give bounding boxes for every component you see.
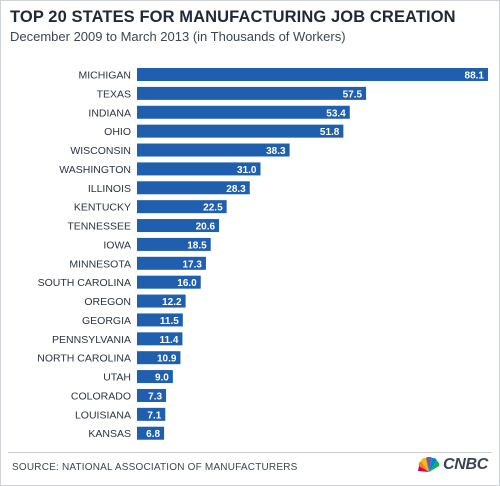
cnbc-logo-text: CNBC — [442, 456, 488, 473]
category-label: MICHIGAN — [79, 70, 132, 82]
category-label: WASHINGTON — [59, 164, 131, 176]
bar — [137, 332, 183, 346]
value-label: 53.4 — [326, 108, 346, 119]
bar — [137, 388, 167, 402]
bar — [137, 370, 173, 384]
category-label: GEORGIA — [82, 315, 131, 327]
chart-subtitle: December 2009 to March 2013 (in Thousand… — [10, 29, 346, 44]
source-note: SOURCE: NATIONAL ASSOCIATION OF MANUFACT… — [12, 462, 298, 473]
category-label: IOWA — [103, 239, 131, 251]
value-label: 31.0 — [237, 165, 257, 176]
category-label: MINNESOTA — [69, 258, 131, 270]
bar — [137, 219, 220, 233]
category-label: KENTUCKY — [74, 202, 131, 214]
bar — [137, 256, 206, 270]
value-label: 22.5 — [203, 203, 223, 214]
category-label: OHIO — [104, 126, 131, 138]
value-label: 11.4 — [159, 335, 178, 346]
category-label: INDIANA — [88, 107, 131, 119]
bar — [137, 124, 344, 138]
bar-chart: MICHIGAN 88.1 TEXAS 57.5 INDIANA 53.4 OHIO 51.8… — [37, 68, 488, 440]
category-label: UTAH — [103, 372, 131, 384]
value-label: 12.2 — [162, 297, 182, 308]
value-label: 38.3 — [266, 146, 286, 157]
peacock-icon — [417, 457, 440, 472]
category-label: TENNESSEE — [67, 221, 131, 233]
category-label: LOUISIANA — [75, 409, 131, 421]
footer-divider — [8, 452, 492, 453]
bar — [137, 105, 350, 119]
category-label: PENNSYLVANIA — [52, 334, 131, 346]
value-label: 57.5 — [343, 89, 363, 100]
category-label: KANSAS — [88, 428, 131, 440]
value-label: 18.5 — [187, 240, 207, 251]
value-label: 7.1 — [147, 410, 161, 421]
value-label: 9.0 — [155, 373, 169, 384]
bar — [137, 294, 186, 308]
bar — [137, 237, 211, 251]
bar — [137, 68, 488, 81]
category-label: OREGON — [84, 296, 131, 308]
value-label: 20.6 — [196, 222, 216, 233]
bar — [137, 426, 165, 440]
bar — [137, 86, 367, 100]
cnbc-logo: CNBC — [417, 456, 488, 474]
value-label: 88.1 — [465, 71, 485, 82]
bar — [137, 200, 227, 214]
bar — [137, 351, 181, 365]
bar — [137, 162, 261, 176]
category-label: WISCONSIN — [70, 145, 131, 157]
value-label: 16.0 — [177, 278, 197, 289]
category-label: TEXAS — [97, 88, 131, 100]
bar — [137, 181, 250, 195]
bar — [137, 407, 166, 421]
value-label: 11.5 — [160, 316, 179, 327]
category-label: ILLINOIS — [88, 183, 131, 195]
bar — [137, 313, 183, 327]
value-label: 51.8 — [320, 127, 340, 138]
value-label: 10.9 — [157, 354, 177, 365]
value-label: 6.8 — [146, 429, 160, 440]
category-label: COLORADO — [71, 390, 131, 402]
value-label: 7.3 — [148, 391, 162, 402]
bar — [137, 275, 201, 289]
value-label: 17.3 — [182, 259, 202, 270]
chart-title: TOP 20 STATES FOR MANUFACTURING JOB CREA… — [10, 8, 456, 26]
category-label: SOUTH CAROLINA — [38, 277, 131, 289]
bar — [137, 143, 290, 157]
value-label: 28.3 — [226, 184, 246, 195]
category-label: NORTH CAROLINA — [37, 353, 131, 365]
